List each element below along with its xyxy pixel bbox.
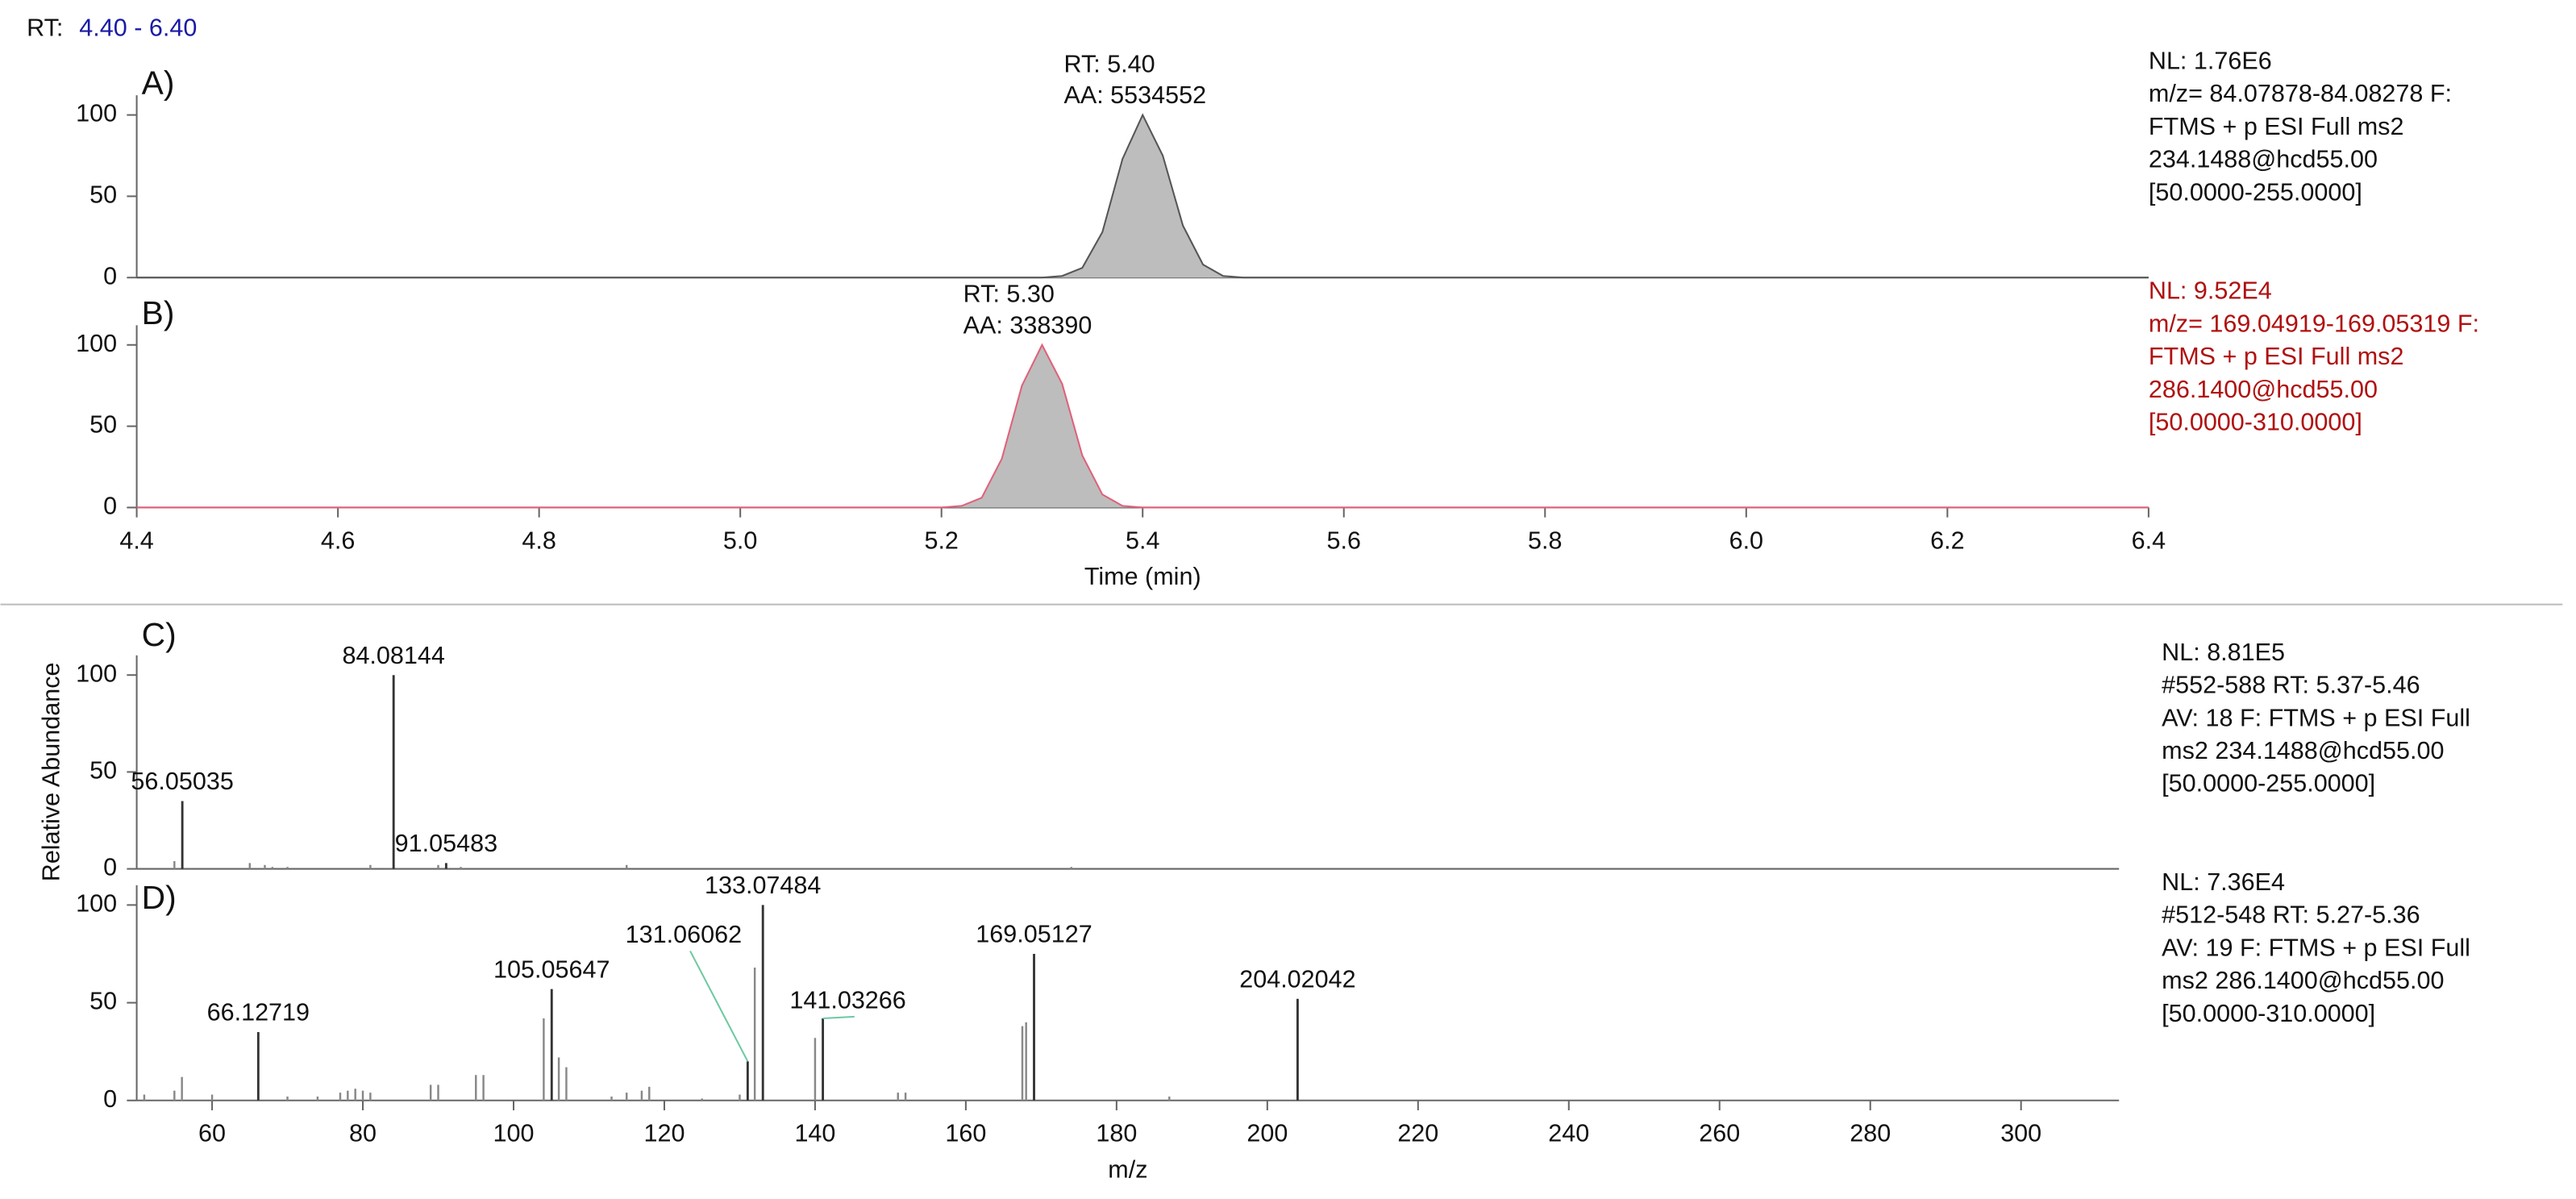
x-tick-label: 6.2	[1930, 527, 1964, 554]
x-tick-label: 260	[1699, 1120, 1740, 1147]
peak-area	[136, 343, 2149, 509]
peak-annotation: RT: 5.40	[1063, 51, 1155, 78]
y-axis-title: Relative Abundance	[38, 663, 65, 882]
peak-label: 66.12719	[207, 999, 310, 1026]
x-tick-label: 120	[643, 1120, 685, 1147]
x-tick-label: 5.2	[924, 527, 958, 554]
x-tick-label: 5.6	[1327, 527, 1361, 554]
side-note: NL: 9.52E4	[2149, 277, 2272, 305]
x-tick-label: 6.4	[2132, 527, 2166, 554]
side-note: [50.0000-310.0000]	[2149, 409, 2362, 436]
x-tick-label: 80	[349, 1120, 377, 1147]
x-axis-title: Time (min)	[1084, 563, 1201, 590]
rt-label: RT:	[27, 15, 63, 42]
x-tick-label: 200	[1246, 1120, 1288, 1147]
side-note: FTMS + p ESI Full ms2	[2149, 343, 2404, 370]
x-tick-label: 240	[1548, 1120, 1589, 1147]
side-note: ms2 234.1488@hcd55.00	[2162, 737, 2444, 764]
x-tick-label: 4.8	[522, 527, 556, 554]
rt-range: 4.40 - 6.40	[79, 15, 197, 42]
peak-label: 133.07484	[705, 872, 821, 899]
peak-annotation: AA: 338390	[963, 311, 1092, 339]
x-tick-label: 140	[794, 1120, 835, 1147]
side-note: NL: 1.76E6	[2149, 47, 2272, 74]
peak-annotation: RT: 5.30	[963, 281, 1055, 308]
y-tick-label: 100	[76, 330, 117, 357]
peak-annotation: AA: 5534552	[1063, 81, 1206, 109]
label-leader	[689, 950, 749, 1062]
x-tick-label: 4.4	[119, 527, 153, 554]
peak-label: 91.05483	[395, 830, 497, 857]
side-note: 234.1488@hcd55.00	[2149, 146, 2378, 173]
side-note: [50.0000-255.0000]	[2149, 178, 2362, 206]
side-note: #512-548 RT: 5.27-5.36	[2162, 901, 2420, 929]
peak-label: 84.08144	[342, 642, 444, 669]
panel-tag: A)	[142, 65, 175, 102]
side-note: ms2 286.1400@hcd55.00	[2162, 967, 2444, 994]
y-tick-label: 0	[103, 854, 117, 881]
x-tick-label: 160	[945, 1120, 986, 1147]
x-tick-label: 60	[198, 1120, 226, 1147]
peak-label: 141.03266	[789, 987, 905, 1014]
side-note: m/z= 84.07878-84.08278 F:	[2149, 80, 2452, 107]
x-tick-label: 4.6	[321, 527, 355, 554]
y-tick-label: 0	[103, 492, 117, 519]
peak-label: 204.02042	[1239, 965, 1355, 993]
x-tick-label: 100	[493, 1120, 535, 1147]
x-tick-label: 5.4	[1126, 527, 1159, 554]
peak-label: 56.05035	[131, 768, 233, 795]
x-axis-title: m/z	[1108, 1155, 1147, 1183]
side-note: NL: 8.81E5	[2162, 639, 2285, 666]
side-note: #552-588 RT: 5.37-5.46	[2162, 672, 2420, 699]
x-tick-label: 300	[2000, 1120, 2041, 1147]
y-tick-label: 50	[89, 411, 117, 439]
panel-tag: B)	[142, 294, 175, 331]
side-note: 286.1400@hcd55.00	[2149, 376, 2378, 403]
x-tick-label: 5.8	[1528, 527, 1562, 554]
side-note: [50.0000-310.0000]	[2162, 1000, 2375, 1027]
y-tick-label: 50	[89, 181, 117, 208]
peak-label: 131.06062	[626, 921, 742, 948]
y-tick-label: 50	[89, 756, 117, 784]
side-note: [50.0000-255.0000]	[2162, 770, 2375, 797]
x-tick-label: 180	[1096, 1120, 1137, 1147]
y-tick-label: 0	[103, 1085, 117, 1113]
side-note: AV: 19 F: FTMS + p ESI Full	[2162, 934, 2470, 961]
panel-tag: C)	[142, 616, 177, 653]
side-note: NL: 7.36E4	[2162, 868, 2285, 896]
panel-tag: D)	[142, 879, 177, 916]
side-note: AV: 18 F: FTMS + p ESI Full	[2162, 704, 2470, 731]
peak-label: 169.05127	[976, 921, 1092, 948]
y-tick-label: 100	[76, 660, 117, 687]
label-leader	[822, 1015, 855, 1019]
x-tick-label: 280	[1850, 1120, 1891, 1147]
y-tick-label: 50	[89, 988, 117, 1015]
x-tick-label: 6.0	[1729, 527, 1763, 554]
peak-label: 105.05647	[493, 955, 610, 983]
y-tick-label: 100	[76, 100, 117, 127]
side-note: FTMS + p ESI Full ms2	[2149, 113, 2404, 140]
y-tick-label: 100	[76, 889, 117, 917]
x-tick-label: 5.0	[723, 527, 757, 554]
x-tick-label: 220	[1397, 1120, 1438, 1147]
peak-area	[136, 113, 2149, 279]
side-note: m/z= 169.04919-169.05319 F:	[2149, 310, 2479, 337]
y-tick-label: 0	[103, 262, 117, 289]
